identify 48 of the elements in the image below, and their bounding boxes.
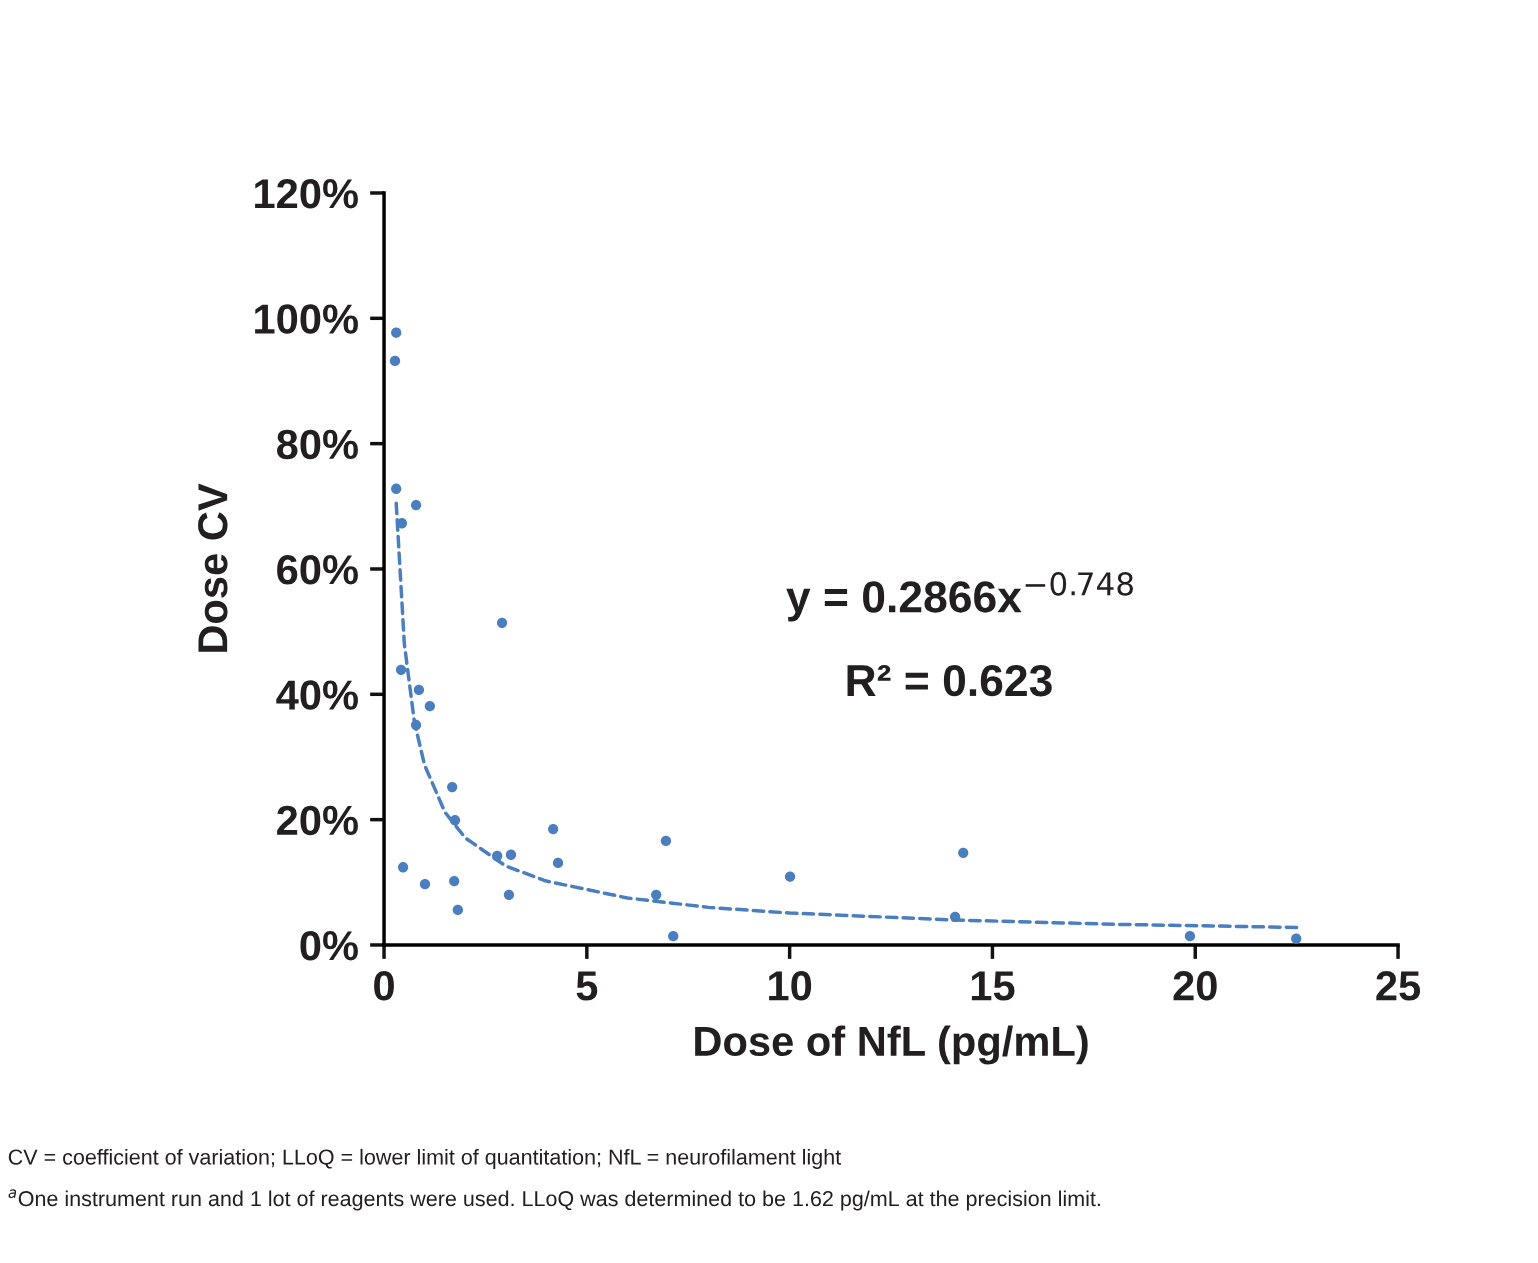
y-tick-label: 120% <box>255 178 358 209</box>
x-tick-label: 25 <box>1376 971 1421 1001</box>
point <box>949 911 961 922</box>
point <box>496 617 508 629</box>
x-tick-label: 0 <box>374 971 394 1001</box>
point <box>492 850 503 862</box>
x-tick-label: 20 <box>1173 971 1217 1001</box>
point <box>419 879 431 890</box>
point <box>397 862 409 873</box>
point <box>668 931 679 942</box>
point <box>660 835 672 847</box>
point <box>449 815 461 826</box>
y-tick-label: 80% <box>276 429 358 460</box>
x-axis-title: Dose of NfL (pg/mL) <box>695 1025 1088 1065</box>
point <box>1184 931 1196 942</box>
point <box>1291 933 1302 944</box>
y-tick-label: 0% <box>300 930 358 961</box>
point <box>452 904 464 916</box>
point <box>391 483 402 494</box>
point <box>449 875 460 887</box>
y-tick-label: 100% <box>255 304 358 334</box>
y-tick-label: 60% <box>277 554 358 585</box>
line-series <box>394 501 1299 930</box>
point <box>548 823 559 835</box>
x-tick-label: 15 <box>971 971 1015 1001</box>
point <box>395 664 407 676</box>
annotation: y = 0.2866x$^{−0.748}$ <box>786 572 1133 622</box>
point <box>503 889 515 900</box>
y-axis-title: Dose CV <box>198 483 228 652</box>
x-tick-label: 5 <box>576 971 598 1001</box>
x-tick-label: 10 <box>769 971 812 1001</box>
point <box>413 684 425 696</box>
text: $^{a}$One instrument run and 1 lot of reagents were used. LLoQ was determined to be 1.62 pg/mL at the precision limit. <box>8 1189 1100 1211</box>
point <box>447 781 458 793</box>
point <box>784 871 796 882</box>
text: CV = coefficient of variation; LLoQ = lower limit of quantitation; NfL = neurofilament light <box>8 1148 841 1169</box>
y-tick-label: 40% <box>276 680 358 710</box>
point <box>391 327 402 338</box>
point <box>424 701 436 712</box>
point <box>410 499 422 511</box>
point <box>505 849 517 860</box>
point <box>410 719 422 731</box>
point <box>651 889 662 900</box>
y-tick-label: 20% <box>277 805 358 836</box>
point <box>552 857 564 869</box>
point <box>389 355 401 367</box>
annotation: R² = 0.623 <box>847 664 1052 697</box>
point <box>958 847 969 859</box>
